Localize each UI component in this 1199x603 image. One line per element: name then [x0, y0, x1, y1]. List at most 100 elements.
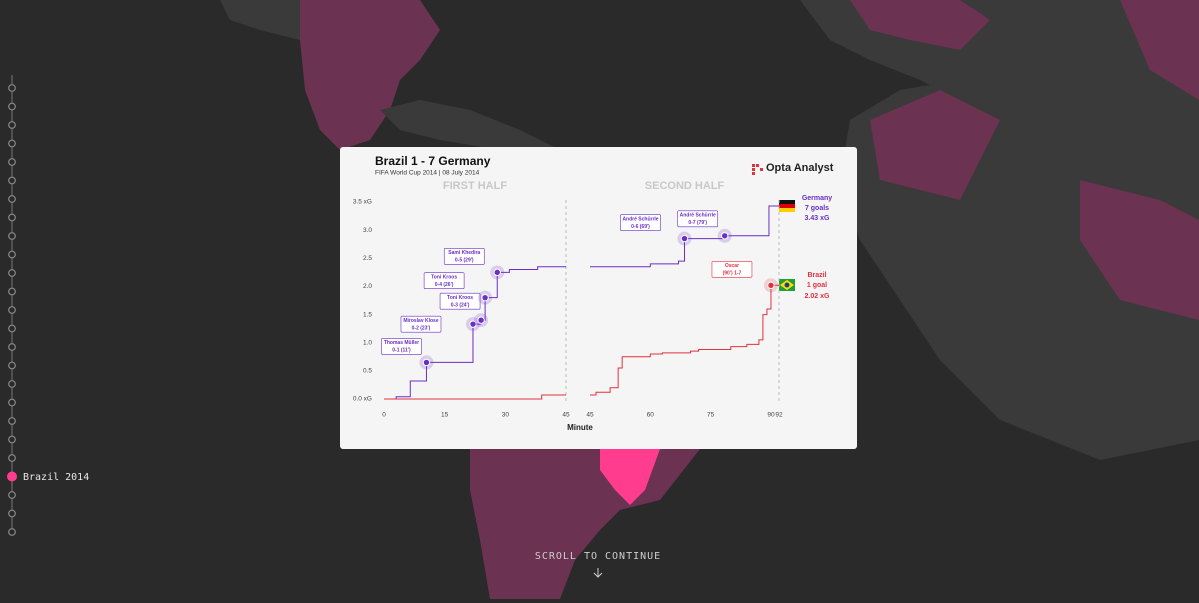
- y-tick-label: 0.0 xG: [353, 396, 372, 403]
- goal-marker: [481, 293, 489, 302]
- timeline-dot: [8, 269, 16, 277]
- goal-marker: [767, 281, 775, 290]
- goal-label: 0-1 (11'): [392, 348, 411, 354]
- goal-label-box: [677, 210, 719, 228]
- land-africa-hl: [870, 90, 1000, 200]
- timeline-dot: [8, 491, 16, 499]
- x-tick-label: 75: [707, 412, 715, 419]
- y-tick-label: 2.5: [363, 255, 372, 262]
- goal-marker: [721, 232, 729, 240]
- land-hl: [1120, 0, 1199, 100]
- goal-label-box: [381, 338, 422, 355]
- panel-title: SECOND HALF: [645, 180, 725, 192]
- timeline-dot: [8, 84, 16, 92]
- x-tick-label: 45: [562, 412, 570, 419]
- timeline-dot: [8, 454, 16, 462]
- timeline-dot: [8, 380, 16, 388]
- flag-germany: [779, 200, 795, 212]
- goal-label: 0-2 (23'): [412, 325, 431, 331]
- timeline-dot: [8, 306, 16, 314]
- end-label-summary: 1 goal: [807, 282, 827, 289]
- goal-label: André Schürrle: [622, 216, 658, 222]
- goal-marker: [469, 320, 477, 328]
- timeline-dot: [8, 232, 16, 240]
- flag-brazil: [779, 279, 795, 291]
- y-tick-label: 3.0: [363, 227, 372, 234]
- x-tick-label: 0: [382, 412, 386, 419]
- goal-marker: [477, 316, 485, 324]
- goal-label: Oscar: [725, 263, 739, 269]
- goal-label-box: [443, 248, 485, 265]
- goal-label: (90') 1-7: [723, 271, 742, 277]
- y-tick-label: 0.5: [363, 368, 372, 375]
- x-tick-label: 92: [775, 412, 783, 419]
- y-tick-label: 1.0: [363, 339, 372, 346]
- timeline-dot: [8, 343, 16, 351]
- xg-line: [590, 205, 779, 268]
- logo: Opta Analyst: [766, 162, 834, 174]
- scroll-arrow[interactable]: [593, 568, 603, 578]
- end-label-name: Germany: [802, 195, 832, 202]
- end-label-summary: 7 goals: [805, 205, 829, 212]
- timeline-dot: [8, 176, 16, 185]
- timeline-dot: [8, 528, 16, 536]
- land-africa-hl: [1080, 180, 1199, 320]
- timeline-dot: [8, 287, 16, 296]
- goal-label: 0-6 (69'): [631, 224, 650, 230]
- goal-label-box: [423, 272, 465, 289]
- goal-marker: [680, 234, 689, 243]
- xg-line: [590, 284, 779, 396]
- timeline-dot: [8, 158, 16, 166]
- land-europe-hl: [850, 0, 990, 50]
- timeline-dot: [8, 250, 16, 259]
- timeline-dot: [8, 324, 16, 333]
- x-axis-label: Minute: [567, 423, 593, 432]
- map: [220, 0, 1199, 599]
- panel-title: FIRST HALF: [443, 180, 507, 192]
- end-label-name: Brazil: [807, 272, 826, 279]
- goal-label: 0-7 (79'): [688, 220, 707, 226]
- end-label-summary: 2.02 xG: [805, 293, 830, 300]
- land: [380, 100, 560, 150]
- x-tick-label: 45: [586, 412, 594, 419]
- goal-label: 0-4 (26'): [435, 282, 454, 288]
- timeline-dot: [8, 102, 16, 111]
- goal-label-box: [439, 292, 481, 310]
- timeline-dot: [8, 195, 16, 203]
- land-brazil: [600, 449, 660, 505]
- goal-label: Toni Kroos: [447, 295, 473, 301]
- goal-marker: [422, 358, 431, 367]
- goal-label-box: [620, 214, 661, 231]
- goal-label-box: [400, 315, 442, 333]
- timeline-dot: [8, 121, 16, 129]
- timeline-dot: [8, 398, 16, 407]
- goal-label: Toni Kroos: [431, 275, 457, 281]
- land-usa: [300, 0, 440, 150]
- timeline-label: Brazil 2014: [23, 472, 89, 483]
- land-south-america: [470, 449, 700, 599]
- timeline-dot: [8, 213, 16, 222]
- y-tick-label: 3.5 xG: [353, 199, 372, 206]
- goal-label: Miroslav Klose: [403, 318, 439, 324]
- end-label-summary: 3.43 xG: [805, 215, 830, 222]
- x-tick-label: 90: [767, 412, 775, 419]
- goal-label: Sami Khedira: [448, 250, 480, 256]
- xg-line: [384, 394, 566, 400]
- goal-marker: [493, 268, 501, 277]
- y-tick-label: 1.5: [363, 311, 372, 318]
- goal-label: Thomas Müller: [384, 340, 419, 346]
- goal-label: 0-5 (29'): [455, 258, 474, 264]
- timeline: Brazil 2014: [7, 75, 89, 536]
- timeline-dot: [8, 361, 16, 370]
- land: [220, 0, 300, 40]
- goal-label-box: [711, 261, 753, 278]
- timeline-dot: [8, 139, 16, 148]
- timeline-dot: [8, 417, 16, 425]
- logo-icon: [752, 164, 763, 175]
- card-subtitle: FIFA World Cup 2014 | 08 July 2014: [375, 170, 480, 177]
- timeline-dot: [8, 435, 16, 444]
- x-tick-label: 60: [647, 412, 655, 419]
- scroll-hint[interactable]: SCROLL TO CONTINUE: [535, 551, 661, 562]
